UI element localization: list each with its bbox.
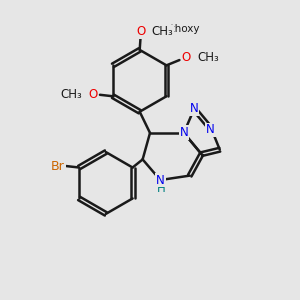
Text: O: O bbox=[182, 51, 191, 64]
Text: N: N bbox=[156, 173, 165, 187]
Text: CH₃: CH₃ bbox=[152, 25, 173, 38]
Text: CH₃: CH₃ bbox=[60, 88, 82, 101]
Text: CH₃: CH₃ bbox=[198, 51, 219, 64]
Text: O: O bbox=[88, 88, 98, 101]
Text: H: H bbox=[157, 182, 165, 195]
Text: methoxy: methoxy bbox=[154, 24, 199, 34]
Text: N: N bbox=[179, 126, 188, 140]
Text: O: O bbox=[136, 25, 146, 38]
Text: Br: Br bbox=[51, 160, 65, 172]
Text: N: N bbox=[206, 124, 215, 136]
Text: N: N bbox=[190, 102, 199, 115]
